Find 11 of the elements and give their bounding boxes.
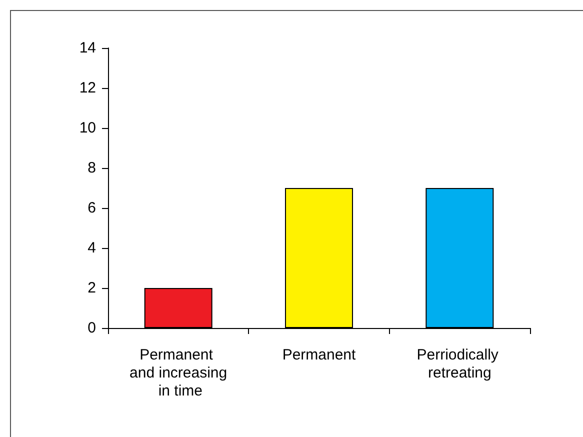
y-tick-label: 0 [88,320,96,336]
y-tick-label: 10 [79,120,96,136]
y-tick-label: 6 [88,200,96,216]
y-tick-label: 8 [88,160,96,176]
y-tick-label: 12 [79,80,96,96]
y-tick-label: 14 [79,40,96,56]
x-tick-label: Permanent [282,346,357,364]
y-tick-label: 2 [88,280,96,296]
x-tick-label: Permanent and increasing in time [130,346,228,400]
x-tick-label: Perriodically retreating [416,346,503,382]
y-tick-label: 4 [88,240,96,256]
